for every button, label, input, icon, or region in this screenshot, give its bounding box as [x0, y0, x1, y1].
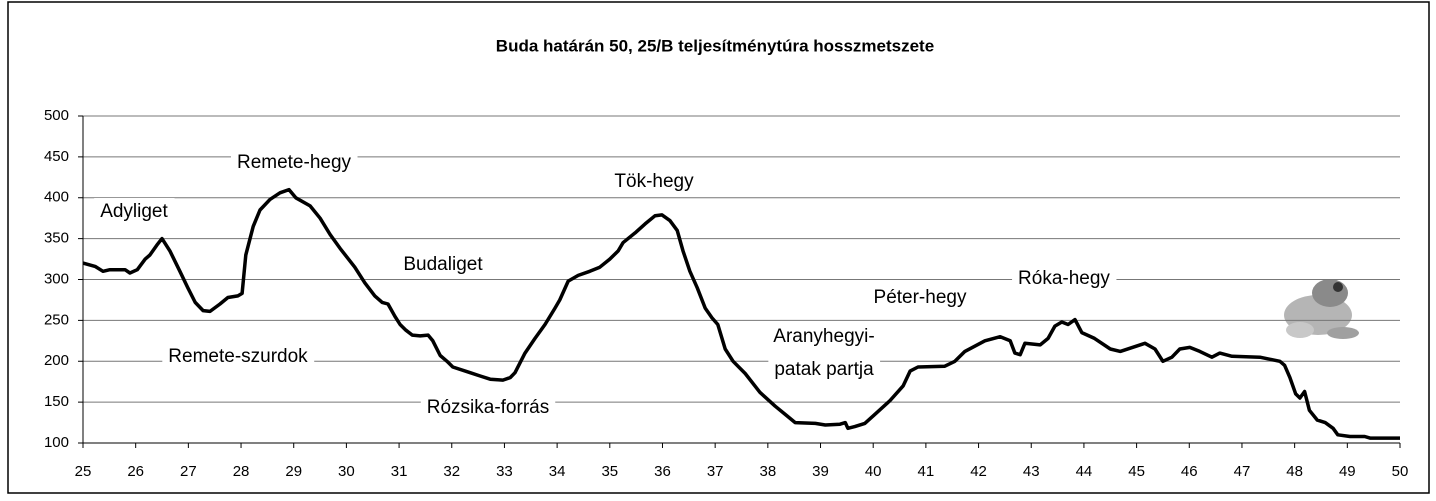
- x-tick-label: 35: [601, 463, 618, 480]
- x-tick-label: 40: [865, 463, 882, 480]
- x-tick-label: 31: [391, 463, 408, 480]
- annotation-text: Róka-hegy: [1018, 268, 1110, 289]
- annotation: Remete-szurdok: [162, 343, 314, 370]
- chart-frame: [8, 2, 1429, 493]
- x-tick-label: 47: [1234, 463, 1251, 480]
- annotation-text: Rózsika-forrás: [427, 397, 549, 418]
- y-tick-label: 300: [44, 270, 69, 287]
- x-tick-label: 37: [707, 463, 724, 480]
- x-tick-label: 34: [549, 463, 566, 480]
- x-tick-label: 27: [180, 463, 197, 480]
- x-tick-label: 45: [1128, 463, 1145, 480]
- annotation: Budaliget: [397, 251, 489, 278]
- x-tick-label: 25: [75, 463, 92, 480]
- x-tick-label: 46: [1181, 463, 1198, 480]
- annotation: Péter-hegy: [868, 284, 973, 311]
- y-tick-label: 100: [44, 434, 69, 451]
- annotation: Remete-hegy: [231, 149, 358, 176]
- chart: Buda határán 50, 25/B teljesítménytúra h…: [0, 0, 1436, 496]
- annotation-text: Remete-szurdok: [168, 346, 308, 367]
- annotation-text: patak partja: [774, 359, 874, 380]
- x-tick-label: 42: [970, 463, 987, 480]
- annotation-text: Remete-hegy: [237, 152, 352, 173]
- x-tick-label: 36: [654, 463, 671, 480]
- x-tick-label: 39: [812, 463, 829, 480]
- y-tick-label: 500: [44, 107, 69, 124]
- annotation-text: Adyliget: [100, 201, 168, 222]
- x-tick-label: 28: [233, 463, 250, 480]
- annotation: Aranyhegyi-: [767, 323, 880, 350]
- x-tick-label: 32: [443, 463, 460, 480]
- annotation-text: Tök-hegy: [614, 171, 694, 192]
- annotation-text: Aranyhegyi-: [773, 326, 874, 347]
- x-tick-label: 33: [496, 463, 513, 480]
- x-tick-label: 38: [759, 463, 776, 480]
- annotation-text: Budaliget: [403, 254, 483, 275]
- y-tick-label: 200: [44, 352, 69, 369]
- annotation: Rózsika-forrás: [421, 394, 555, 421]
- x-tick-label: 48: [1286, 463, 1303, 480]
- annotation: Róka-hegy: [1012, 265, 1116, 292]
- x-tick-label: 26: [127, 463, 144, 480]
- x-tick-label: 43: [1023, 463, 1040, 480]
- annotation-text: Péter-hegy: [874, 287, 967, 308]
- x-tick-label: 30: [338, 463, 355, 480]
- x-tick-label: 44: [1076, 463, 1093, 480]
- y-tick-label: 250: [44, 311, 69, 328]
- x-tick-label: 49: [1339, 463, 1356, 480]
- x-tick-label: 29: [285, 463, 302, 480]
- x-tick-label: 50: [1392, 463, 1409, 480]
- y-tick-label: 450: [44, 148, 69, 165]
- annotation: Tök-hegy: [608, 168, 700, 195]
- chart-title: Buda határán 50, 25/B teljesítménytúra h…: [496, 36, 934, 55]
- y-tick-label: 350: [44, 230, 69, 247]
- annotation: Adyliget: [94, 198, 174, 225]
- y-tick-label: 400: [44, 189, 69, 206]
- y-tick-label: 150: [44, 393, 69, 410]
- x-tick-label: 41: [918, 463, 935, 480]
- annotation: patak partja: [768, 356, 880, 383]
